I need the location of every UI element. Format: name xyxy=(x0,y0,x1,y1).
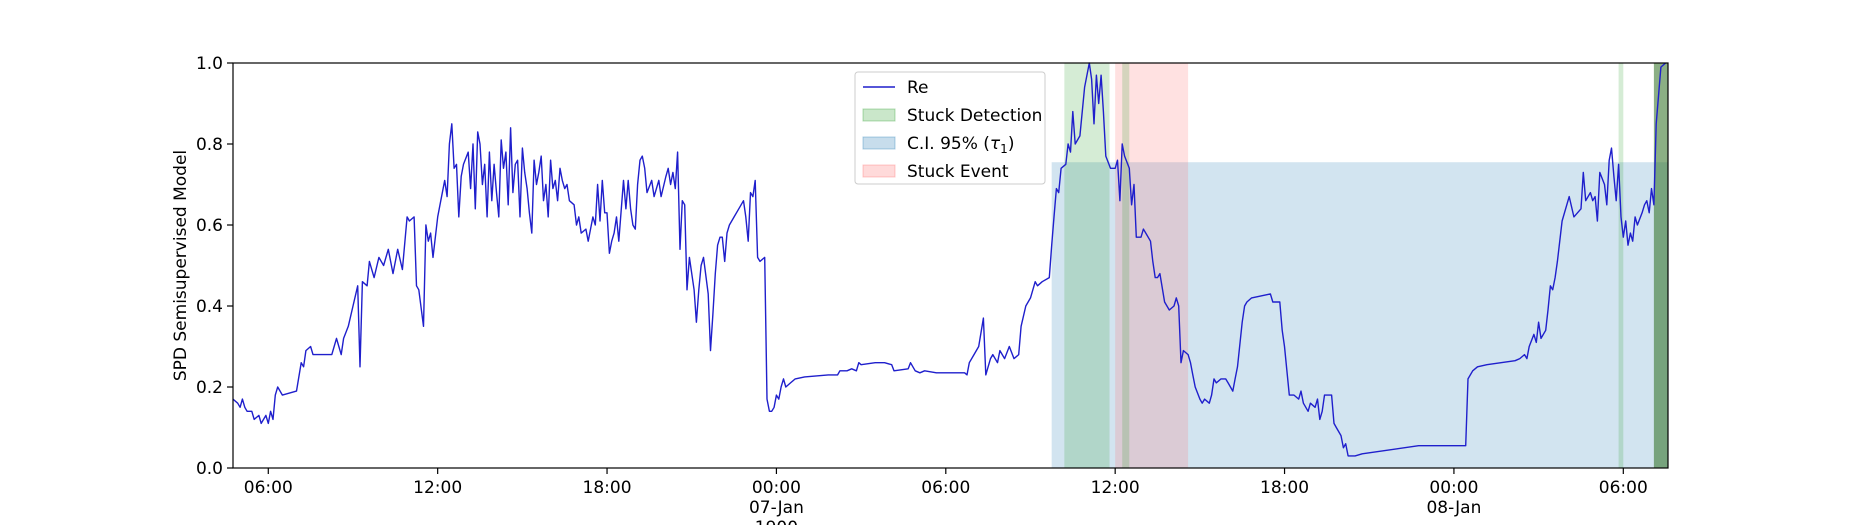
x-tick-year-label: 1900 xyxy=(755,518,798,525)
stuck-detection-band xyxy=(1653,63,1668,468)
legend-label: Stuck Event xyxy=(907,162,1009,182)
legend: Re Stuck Detection C.I. 95% (τ1) Stuck Even… xyxy=(854,71,1046,185)
ci-95-band xyxy=(1051,162,1668,468)
legend-box xyxy=(854,71,1046,185)
y-tick-label: 0.4 xyxy=(196,297,223,317)
legend-label: C.I. 95% (τ1) xyxy=(907,134,1014,156)
series-layer xyxy=(232,62,1667,457)
y-axis-label: SPD Semisupervised Model xyxy=(171,150,191,381)
stuck-detection-band xyxy=(1122,63,1130,468)
x-tick-label: 06:00 xyxy=(1599,478,1648,498)
x-tick-label: 18:00 xyxy=(583,478,632,498)
y-tick-label: 0.6 xyxy=(196,216,223,236)
legend-patch-swatch xyxy=(862,164,896,178)
x-tick-label: 00:00 xyxy=(1429,478,1478,498)
legend-label: Stuck Detection xyxy=(907,106,1042,126)
y-tick-label: 0.2 xyxy=(196,378,223,398)
y-tick-label: 0.0 xyxy=(196,459,223,479)
legend-patch-swatch xyxy=(862,108,896,122)
x-tick-label: 06:00 xyxy=(244,478,293,498)
band-layer xyxy=(1051,63,1668,468)
stuck-detection-band xyxy=(1064,63,1110,468)
y-tick-label: 0.8 xyxy=(196,135,223,155)
y-tick-label: 1.0 xyxy=(196,54,223,74)
plot-frame xyxy=(232,62,1669,469)
x-tick-label: 00:00 xyxy=(752,478,801,498)
axes-layer: 0.00.20.40.60.81.006:00 12:00 18:00 00:0007… xyxy=(171,54,1669,525)
x-tick-date-label: 08-Jan xyxy=(1426,498,1481,518)
x-tick-label: 06:00 xyxy=(921,478,970,498)
x-tick-date-label: 07-Jan xyxy=(749,498,804,518)
stuck-detection-band xyxy=(1618,63,1624,468)
re-series-line xyxy=(232,62,1667,457)
legend-patch-swatch xyxy=(862,136,896,150)
legend-label: Re xyxy=(907,78,929,98)
x-tick-label: 12:00 xyxy=(413,478,462,498)
x-tick-label: 18:00 xyxy=(1260,478,1309,498)
stuck-event-band xyxy=(1115,63,1189,468)
x-tick-label: 12:00 xyxy=(1091,478,1140,498)
